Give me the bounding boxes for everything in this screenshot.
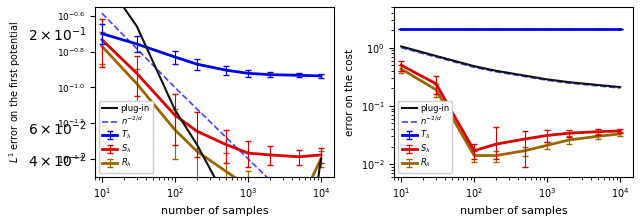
- $n^{-2/d}$: [492, 70, 500, 73]
- X-axis label: number of samples: number of samples: [460, 206, 568, 216]
- plug-in: [133, 25, 141, 27]
- $n^{-2/d}$: [543, 79, 551, 82]
- $n^{-2/d}$: [397, 46, 405, 49]
- plug-in: [193, 143, 201, 146]
- plug-in: [492, 69, 500, 72]
- $n^{-2/d}$: [98, 12, 106, 14]
- $n^{-2/d}$: [522, 75, 529, 78]
- plug-in: [317, 157, 325, 160]
- plug-in: [543, 78, 551, 81]
- plug-in: [397, 45, 405, 48]
- plug-in: [171, 109, 179, 111]
- $n^{-2/d}$: [244, 157, 252, 160]
- plug-in: [616, 86, 624, 89]
- Legend: plug-in, $n^{-2/d}$, $T_\lambda$, $S_\lambda$, $R_\lambda$: plug-in, $n^{-2/d}$, $T_\lambda$, $S_\la…: [398, 101, 452, 173]
- $n^{-2/d}$: [171, 86, 179, 89]
- Line: $n^{-2/d}$: $n^{-2/d}$: [401, 48, 620, 88]
- Line: $n^{-2/d}$: $n^{-2/d}$: [102, 13, 321, 223]
- $n^{-2/d}$: [470, 66, 478, 69]
- Y-axis label: $L^1$ error on the first potential: $L^1$ error on the first potential: [7, 21, 23, 163]
- X-axis label: number of samples: number of samples: [161, 206, 268, 216]
- plug-in: [470, 65, 478, 68]
- Line: plug-in: plug-in: [102, 0, 321, 223]
- Y-axis label: error on the cost: error on the cost: [345, 48, 355, 136]
- $n^{-2/d}$: [595, 85, 602, 87]
- plug-in: [222, 197, 230, 200]
- Line: plug-in: plug-in: [401, 46, 620, 87]
- $n^{-2/d}$: [432, 56, 440, 58]
- $n^{-2/d}$: [565, 82, 573, 85]
- plug-in: [522, 74, 529, 77]
- $n^{-2/d}$: [616, 87, 624, 89]
- plug-in: [432, 55, 440, 57]
- plug-in: [595, 84, 602, 86]
- Legend: plug-in, $n^{-2/d}$, $T_\lambda$, $S_\lambda$, $R_\lambda$: plug-in, $n^{-2/d}$, $T_\lambda$, $S_\la…: [99, 101, 153, 173]
- plug-in: [565, 81, 573, 84]
